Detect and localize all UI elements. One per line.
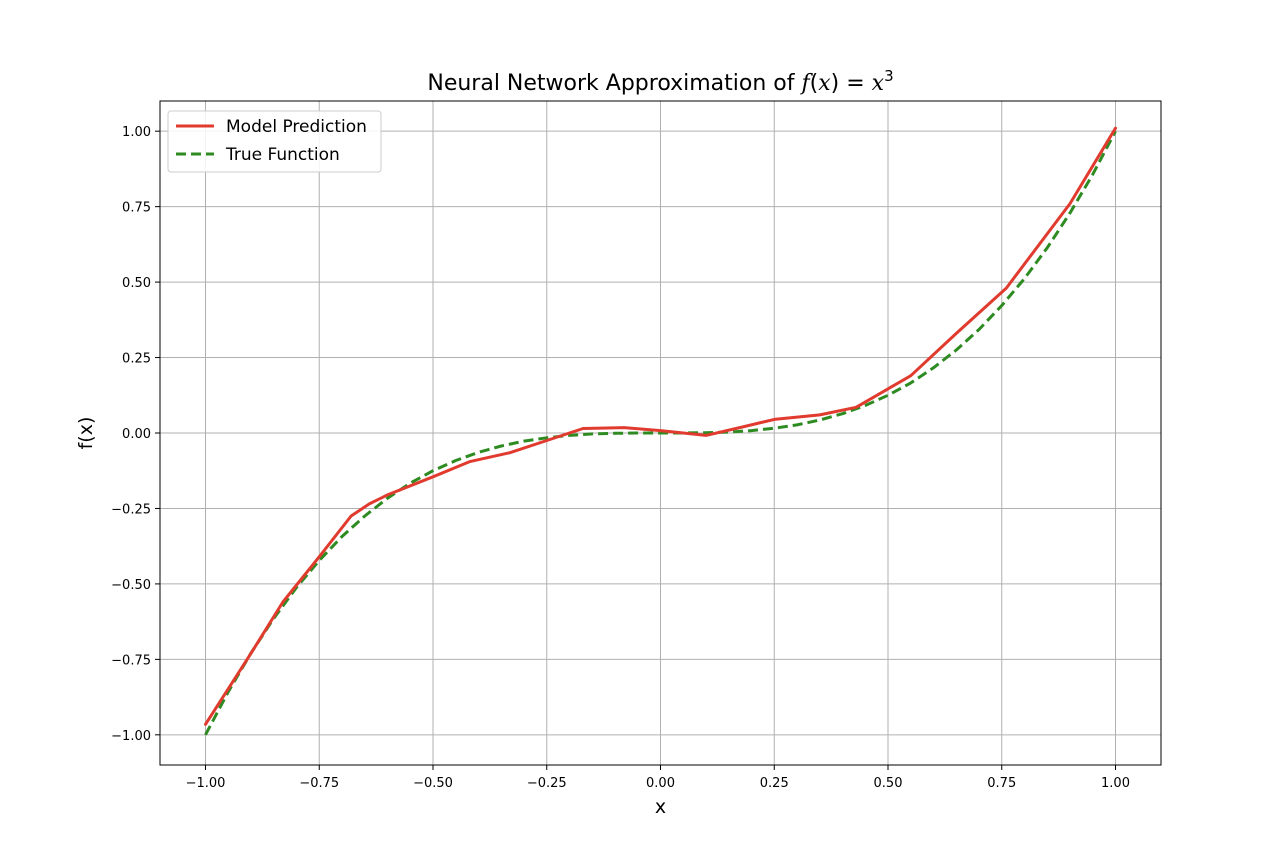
x-tick-label: 0.25 bbox=[760, 776, 789, 791]
y-tick-label: −1.00 bbox=[111, 729, 151, 744]
chart-title-math-base: x bbox=[872, 71, 885, 96]
x-tick-label: −0.75 bbox=[299, 776, 339, 791]
y-axis-title: f(x) bbox=[75, 417, 97, 450]
chart-title: Neural Network Approximation of f(x) = x… bbox=[427, 67, 893, 96]
chart-title-math-close: ) bbox=[831, 71, 840, 96]
y-tick-label: 1.00 bbox=[122, 125, 151, 140]
x-tick-label: 0.75 bbox=[987, 776, 1016, 791]
x-axis-title: x bbox=[655, 796, 666, 818]
y-tick-label: 0.50 bbox=[122, 276, 151, 291]
series-line-true-function bbox=[204, 130, 1117, 736]
chart-title-math-open: ( bbox=[810, 71, 819, 96]
x-tick-label: −0.50 bbox=[413, 776, 453, 791]
x-tick-label: −0.25 bbox=[527, 776, 567, 791]
x-tick-label: −1.00 bbox=[186, 776, 226, 791]
x-tick-label: 0.00 bbox=[646, 776, 675, 791]
chart-title-math-exp: 3 bbox=[884, 67, 894, 85]
legend: Model Prediction True Function bbox=[167, 110, 382, 173]
series-line-model-prediction bbox=[204, 126, 1117, 726]
y-tick-label: −0.75 bbox=[111, 653, 151, 668]
axis-ticks: −1.00 −0.75 −0.50 −0.25 0.00 0.25 0.50 0.75 1.00… bbox=[111, 125, 1130, 791]
y-tick-label: −0.50 bbox=[111, 578, 151, 593]
legend-box bbox=[167, 110, 382, 173]
y-tick-label: −0.25 bbox=[111, 502, 151, 517]
legend-label-true-function: True Function bbox=[225, 145, 340, 165]
x-tick-label: 1.00 bbox=[1101, 776, 1130, 791]
legend-label-model-prediction: Model Prediction bbox=[226, 117, 367, 137]
x-tick-label: 0.50 bbox=[874, 776, 903, 791]
chart-title-prefix: Neural Network Approximation of bbox=[427, 71, 801, 96]
y-tick-label: 0.25 bbox=[122, 352, 151, 367]
series-lines bbox=[204, 126, 1117, 736]
y-tick-label: 0.00 bbox=[122, 427, 151, 442]
chart-title-math-eq: = bbox=[839, 71, 871, 96]
chart-title-math-var: x bbox=[818, 71, 831, 96]
y-tick-label: 0.75 bbox=[122, 201, 151, 216]
